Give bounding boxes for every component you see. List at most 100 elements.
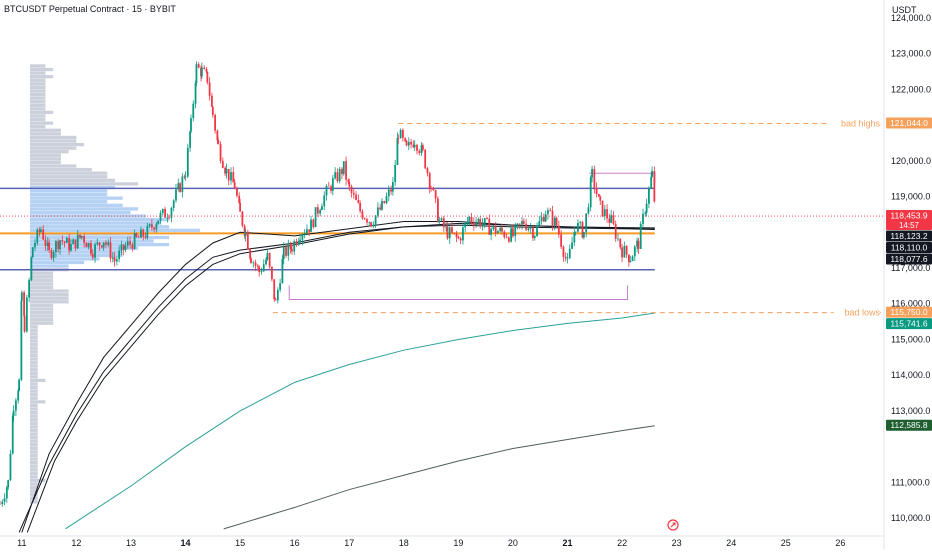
volume-profile-bar <box>30 343 38 347</box>
candle-body <box>102 242 105 248</box>
candle-body <box>533 236 536 238</box>
x-tick-label: 25 <box>781 538 791 548</box>
candle-body <box>401 129 404 138</box>
candle-body <box>505 236 508 238</box>
candle-body <box>262 264 265 272</box>
candle-body <box>361 211 364 219</box>
volume-profile-bar <box>30 103 46 107</box>
candle-body <box>327 185 330 187</box>
candle-body <box>135 233 138 237</box>
candle-body <box>183 176 186 178</box>
volume-profile-bar <box>30 253 123 257</box>
volume-profile-bar <box>30 428 38 433</box>
volume-profile-bar <box>30 339 38 343</box>
candle-body <box>428 173 431 188</box>
volume-profile-bar <box>30 321 54 325</box>
candle-body <box>492 225 495 230</box>
candle-body <box>538 221 541 226</box>
candle-body <box>7 480 10 488</box>
candle-body <box>372 224 375 227</box>
candle-body <box>562 246 565 257</box>
y-tick-label: 110,000.0 <box>891 513 930 523</box>
moving-average-line <box>65 312 655 530</box>
candle-body <box>368 222 371 223</box>
candle-body <box>221 160 224 168</box>
volume-profile-bar <box>30 207 139 211</box>
candle-body <box>74 239 77 249</box>
replay-icon <box>667 519 679 531</box>
price-tag-label: 118,453.9 <box>890 211 927 221</box>
candle-body <box>595 187 598 195</box>
volume-profile-bar <box>30 282 54 286</box>
candle-body <box>540 216 543 222</box>
candle-body <box>514 225 517 237</box>
candle-body <box>274 299 277 301</box>
candle-body <box>301 234 304 240</box>
candle-body <box>297 240 300 245</box>
volume-profile-bar <box>30 128 61 132</box>
candle-body <box>155 224 158 230</box>
candle-body <box>434 190 437 199</box>
candle-body <box>170 207 173 218</box>
candle-body <box>642 213 644 224</box>
volume-profile-bar <box>30 75 54 79</box>
candle-body <box>254 262 257 266</box>
candle-body <box>470 216 473 222</box>
volume-profile-bar <box>30 64 46 68</box>
candle-body <box>413 144 416 148</box>
candle-body <box>376 207 379 216</box>
candle-body <box>63 241 66 243</box>
x-tick-label: 19 <box>453 538 463 548</box>
candle-body <box>410 141 412 145</box>
candle-body <box>244 231 247 236</box>
annotation-label: bad lows <box>844 308 880 318</box>
x-tick-label: 14 <box>181 538 191 548</box>
annotation-label-bg <box>828 117 880 130</box>
x-tick-label: 22 <box>617 538 627 548</box>
candle-body <box>146 226 149 238</box>
candle-body <box>644 212 647 214</box>
candle-body <box>310 219 312 232</box>
candle-body <box>587 207 590 214</box>
price-tag-bg <box>886 419 932 431</box>
price-tag-bg <box>886 210 932 231</box>
candle-body <box>648 187 650 204</box>
candle-body <box>341 168 343 175</box>
candle-body <box>637 240 640 249</box>
volume-profile-bar <box>30 139 77 143</box>
volume-profile-bar <box>30 225 170 229</box>
volume-profile-bar <box>30 100 46 104</box>
candle-body <box>438 220 441 223</box>
candle-body <box>457 237 460 239</box>
candle-body <box>285 246 287 256</box>
candle-body <box>195 64 198 84</box>
candle-body <box>455 232 458 238</box>
candle-body <box>325 185 328 196</box>
candle-body <box>651 170 653 177</box>
candle-body <box>536 225 538 237</box>
range-box-top <box>589 172 656 184</box>
volume-profile-bar <box>30 142 85 147</box>
candle-body <box>430 187 432 189</box>
volume-profile-bar <box>30 350 38 354</box>
candle-body <box>68 237 71 251</box>
candle-body <box>105 242 107 245</box>
candle-body <box>201 67 203 77</box>
candle-body <box>211 95 213 107</box>
candle-body <box>510 228 513 242</box>
volume-profile-bar <box>30 192 108 197</box>
volume-profile-bar <box>30 92 46 97</box>
candle-body <box>527 228 530 230</box>
candle-body <box>383 201 386 204</box>
volume-profile-bar <box>30 382 38 386</box>
volume-profile-bar <box>30 278 54 282</box>
price-tag-label: 115,750.0 <box>890 307 927 317</box>
candle-body <box>560 234 563 247</box>
candle-body <box>525 223 528 230</box>
volume-profile-bar <box>30 310 54 315</box>
candle-body <box>466 221 469 224</box>
volume-profile-bar <box>30 293 69 297</box>
y-tick-label: 122,000.0 <box>891 84 931 94</box>
